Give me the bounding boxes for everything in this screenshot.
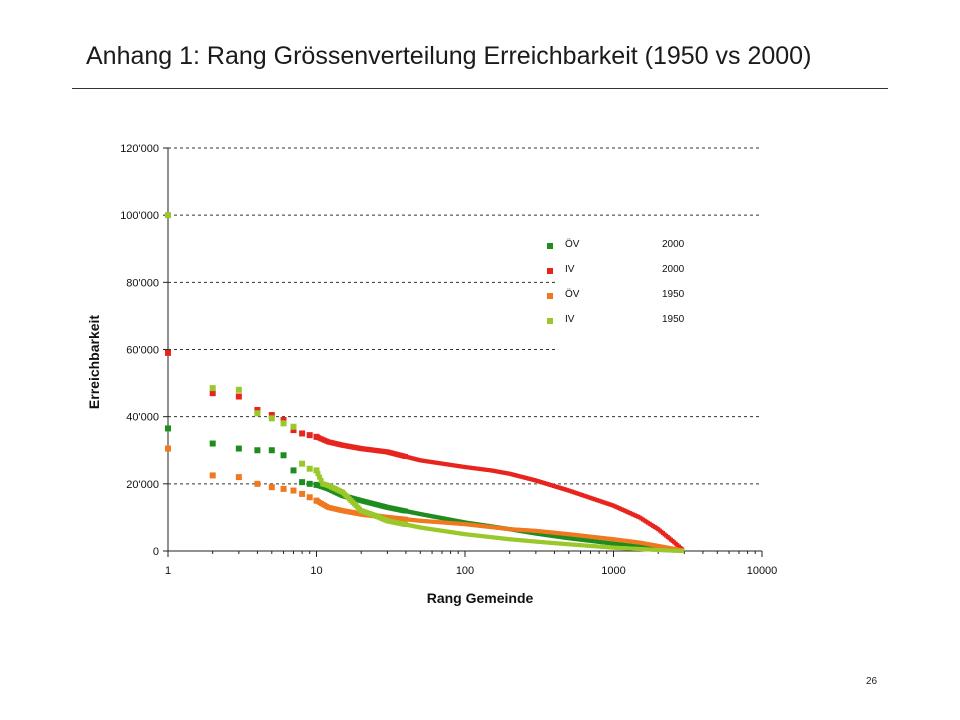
data-point <box>254 447 261 454</box>
data-point <box>268 447 275 454</box>
x-tick-labels: 1 10 100 1000 10000 <box>165 565 777 577</box>
legend-series-name: IV <box>565 264 575 275</box>
legend-series-year: 2000 <box>662 264 685 275</box>
data-point <box>318 477 324 483</box>
legend-series-year: 2000 <box>662 239 685 250</box>
x-tick-label: 100 <box>456 565 474 577</box>
y-tick-label: 20'000 <box>126 479 159 491</box>
data-point <box>268 415 275 422</box>
data-points <box>165 212 685 553</box>
data-point <box>299 490 306 497</box>
data-point <box>290 467 297 474</box>
legend-series-name: ÖV <box>565 288 580 300</box>
y-tick-labels: 0 20'000 40'000 60'000 80'000 100'000 120'000 <box>120 143 159 558</box>
legend-swatch <box>547 268 553 274</box>
data-point <box>209 385 216 392</box>
data-point <box>235 393 242 400</box>
y-tick-label: 60'000 <box>126 345 159 357</box>
data-point <box>209 390 216 397</box>
data-point <box>306 480 313 487</box>
x-tick-label: 1 <box>165 565 171 577</box>
legend-series-name: IV <box>565 314 575 325</box>
data-point <box>268 484 275 491</box>
y-tick-label: 120'000 <box>120 143 159 155</box>
data-point <box>280 452 287 459</box>
data-point <box>313 467 320 474</box>
data-point <box>306 465 313 472</box>
data-point <box>235 445 242 452</box>
legend-series-year: 1950 <box>662 314 685 325</box>
data-point <box>165 445 171 452</box>
y-tick-label: 100'000 <box>120 210 159 222</box>
y-tick-label: 0 <box>153 546 159 558</box>
y-axis-label: Erreichbarkeit <box>86 315 102 409</box>
data-point <box>680 548 685 553</box>
page-number: 26 <box>866 676 878 687</box>
data-point <box>290 487 297 494</box>
x-tick-label: 10 <box>310 565 322 577</box>
y-tick-label: 80'000 <box>126 277 159 289</box>
data-point <box>306 432 313 439</box>
data-point <box>235 474 242 481</box>
data-point <box>235 386 242 393</box>
data-point <box>165 349 171 356</box>
data-point <box>209 440 216 447</box>
data-point <box>306 494 313 501</box>
slide-title: Anhang 1: Rang Grössenverteilung Erreich… <box>86 42 812 70</box>
legend-swatch <box>547 243 553 249</box>
data-point <box>254 410 261 417</box>
data-point <box>280 485 287 492</box>
data-point <box>299 479 306 486</box>
y-tick-label: 40'000 <box>126 412 159 424</box>
data-point <box>268 411 275 418</box>
legend-series-year: 1950 <box>662 289 685 300</box>
x-tick-label: 10000 <box>747 565 778 577</box>
data-point <box>209 472 216 479</box>
title-divider <box>72 88 888 89</box>
legend-series-name: ÖV <box>565 238 580 250</box>
data-point <box>290 427 297 434</box>
legend-box <box>556 228 762 354</box>
data-point <box>165 425 171 432</box>
data-point <box>254 480 261 487</box>
data-point <box>165 212 171 219</box>
legend-swatch <box>547 318 553 324</box>
x-axis-label: Rang Gemeinde <box>427 590 534 606</box>
data-point <box>299 460 306 467</box>
data-point <box>299 430 306 437</box>
legend: ÖV 2000 IV 2000 ÖV 1950 IV 1950 <box>547 228 762 354</box>
data-point <box>315 471 321 477</box>
data-point <box>290 423 297 430</box>
data-point <box>317 474 323 480</box>
x-tick-label: 1000 <box>601 565 625 577</box>
data-point <box>254 406 261 413</box>
data-point <box>280 417 287 424</box>
data-point <box>280 420 287 427</box>
legend-swatch <box>547 293 553 299</box>
